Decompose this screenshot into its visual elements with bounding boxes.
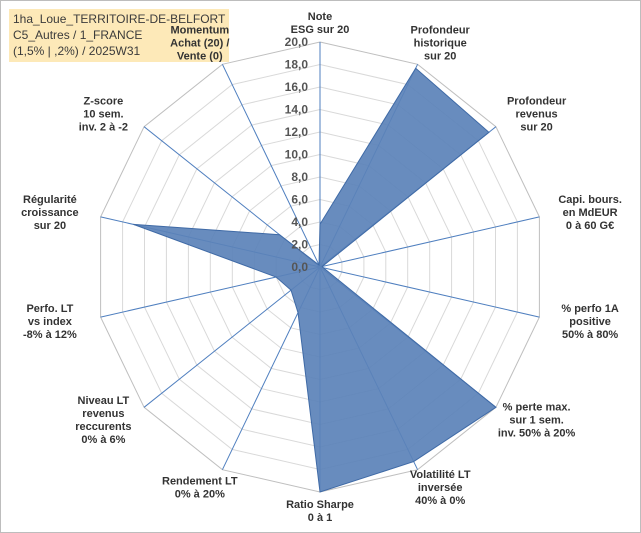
axis-label-5: % perte max.sur 1 sem.inv. 50% à 20%: [498, 401, 576, 439]
axis-label-9-line-0: Niveau LT: [78, 395, 130, 407]
axis-label-5-line-1: sur 1 sem.: [509, 414, 563, 426]
axis-label-12-line-2: inv. 2 à -2: [79, 122, 128, 134]
axis-label-6-line-0: Volatilité LT: [410, 469, 471, 481]
tick-label-9: 18,0: [285, 58, 309, 72]
axis-label-10-line-2: -8% à 12%: [23, 329, 77, 341]
axis-label-13-line-0: Momentum: [170, 24, 229, 36]
axis-label-4-line-1: positive: [569, 316, 611, 328]
axis-label-1-line-0: Profondeur: [411, 24, 471, 36]
axis-label-4-line-2: 50% à 80%: [562, 329, 618, 341]
axis-label-12-line-0: Z-score: [84, 96, 124, 108]
axis-label-13-line-1: Achat (20) /: [170, 37, 229, 49]
title-line-3: (1,5% | ,2%) / 2025W31: [13, 44, 141, 58]
chart-title-box: 1ha_Loue_TERRITOIRE-DE-BELFORT C5_Autres…: [9, 9, 230, 62]
axis-label-10-line-0: Perfo. LT: [26, 303, 73, 315]
tick-label-4: 8,0: [291, 170, 308, 184]
title-line-1: 1ha_Loue_TERRITOIRE-DE-BELFORT: [13, 12, 226, 26]
axis-label-11-line-2: sur 20: [34, 220, 66, 232]
tick-label-7: 14,0: [285, 103, 309, 117]
axis-label-6-line-2: 40% à 0%: [415, 495, 465, 507]
axis-label-6-line-1: inversée: [418, 482, 463, 494]
radar-tick-labels: 0,0 2,0 4,0 6,0 8,0 10,0 12,0 14,0 16,0 18,0 20,0: [285, 35, 309, 274]
tick-label-10: 20,0: [285, 35, 309, 49]
series-area-0: [133, 67, 497, 493]
spoke-13: [221, 64, 321, 268]
tick-label-0: 0,0: [291, 260, 308, 274]
axis-label-3-line-1: en MdEUR: [563, 207, 618, 219]
axis-label-2-line-2: sur 20: [520, 122, 552, 134]
axis-label-0-line-0: Note: [308, 11, 332, 23]
axis-label-8-line-0: Rendement LT: [162, 476, 238, 488]
axis-label-8-line-1: 0% à 20%: [175, 489, 225, 501]
axis-label-2-line-0: Profondeur: [507, 96, 567, 108]
spoke-4: [319, 266, 540, 318]
axis-label-7-line-0: Ratio Sharpe: [286, 499, 354, 511]
spoke-3: [319, 216, 540, 268]
axis-label-1-line-1: historique: [414, 37, 467, 49]
axis-label-3-line-0: Capi. bours.: [558, 194, 622, 206]
tick-label-5: 10,0: [285, 148, 309, 162]
axis-label-11-line-0: Régularité: [23, 194, 77, 206]
axis-label-12-line-1: 10 sem.: [83, 109, 123, 121]
axis-label-9-line-2: reccurents: [75, 421, 131, 433]
axis-label-9-line-3: 0% à 6%: [81, 434, 125, 446]
axis-label-5-line-2: inv. 50% à 20%: [498, 427, 576, 439]
axis-label-10-line-1: vs index: [28, 316, 73, 328]
title-line-2: C5_Autres / 1_FRANCE: [13, 28, 143, 42]
tick-label-6: 12,0: [285, 125, 309, 139]
axis-label-0-line-1: ESG sur 20: [291, 24, 350, 36]
tick-label-1: 2,0: [291, 238, 308, 252]
axis-label-9-line-1: revenus: [82, 408, 124, 420]
axis-label-4-line-0: % perfo 1A: [561, 303, 619, 315]
axis-label-1-line-2: sur 20: [424, 50, 456, 62]
axis-label-2-line-1: revenus: [515, 109, 557, 121]
tick-label-8: 16,0: [285, 80, 309, 94]
axis-label-5-line-0: % perte max.: [503, 401, 571, 413]
tick-label-3: 6,0: [291, 193, 308, 207]
axis-label-11-line-1: croissance: [21, 207, 78, 219]
axis-label-3-line-2: 0 à 60 G€: [566, 220, 614, 232]
tick-label-2: 4,0: [291, 215, 308, 229]
axis-label-7-line-1: 0 à 1: [308, 512, 332, 524]
radar-series: [133, 67, 497, 493]
axis-label-8: Rendement LT0% à 20%: [162, 476, 238, 501]
axis-label-13-line-2: Vente (0): [177, 50, 223, 62]
